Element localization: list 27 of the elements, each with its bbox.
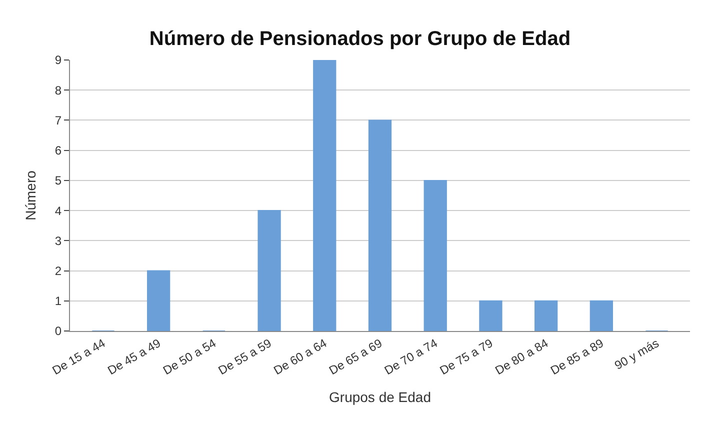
bar xyxy=(313,60,336,331)
chart-title: Número de Pensionados por Grupo de Edad xyxy=(149,28,571,50)
bar xyxy=(590,300,613,331)
x-tick-label: De 80 a 84 xyxy=(492,336,551,378)
x-axis-title: Grupos de Edad xyxy=(329,388,431,405)
x-tick-label: De 65 a 69 xyxy=(326,336,385,378)
x-tick-label: 90 y más xyxy=(612,336,662,373)
y-tick-label: 6 xyxy=(54,144,62,158)
bar xyxy=(258,210,281,331)
bar xyxy=(368,120,392,331)
y-tick-label: 3 xyxy=(54,234,62,248)
y-tick-label: 7 xyxy=(54,113,62,128)
x-tick-label: De 45 a 49 xyxy=(105,336,164,378)
y-axis-title: Número xyxy=(22,170,39,220)
y-tick-label: 1 xyxy=(54,294,62,308)
y-tick-label: 4 xyxy=(54,204,62,218)
y-tick-label: 8 xyxy=(54,83,62,98)
bar xyxy=(479,300,502,331)
y-tick-label: 5 xyxy=(54,174,62,188)
x-tick-label: De 85 a 89 xyxy=(548,336,606,378)
bar xyxy=(424,180,447,331)
y-tick-label: 0 xyxy=(54,324,62,338)
bar xyxy=(534,300,558,331)
bar xyxy=(147,270,170,331)
y-tick-label: 9 xyxy=(54,53,62,68)
x-tick-label: De 15 a 44 xyxy=(50,336,108,378)
y-tick-label: 2 xyxy=(54,264,62,278)
